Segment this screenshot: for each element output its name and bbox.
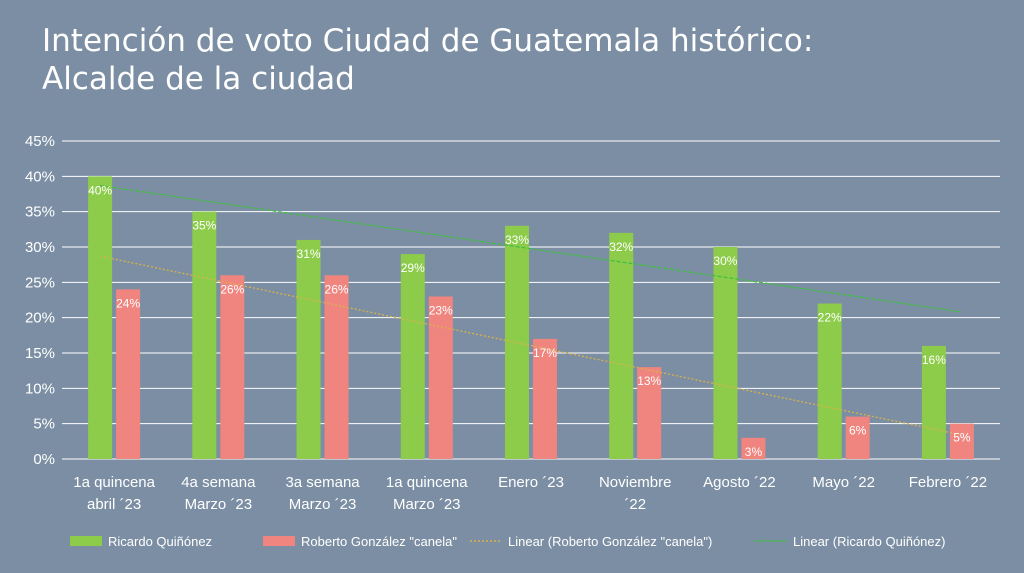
bar-quinonez [400, 254, 425, 459]
bar-quinonez [713, 247, 738, 459]
data-label-gonzalez: 24% [116, 296, 140, 310]
x-category-label: 4a semana [181, 474, 256, 491]
data-label-quinonez: 33% [505, 233, 529, 247]
data-label-quinonez: 32% [609, 240, 633, 254]
trendline-quinonez [100, 184, 962, 313]
y-tick-label: 20% [25, 310, 55, 327]
bar-gonzalez [116, 289, 141, 459]
chart-title: Intención de voto Ciudad de Guatemala hi… [42, 22, 813, 98]
x-category-label: 1a quincena [386, 474, 468, 491]
bar-gonzalez [324, 275, 349, 459]
x-category-label: 3a semana [285, 474, 360, 491]
y-tick-label: 5% [33, 416, 55, 433]
bar-gonzalez [428, 296, 453, 459]
x-category-label: Agosto ´22 [703, 474, 776, 491]
data-label-quinonez: 30% [713, 254, 737, 268]
bar-quinonez [609, 232, 634, 459]
legend-label: Linear (Roberto González "canela") [508, 534, 712, 549]
y-tick-label: 35% [25, 204, 55, 221]
data-label-quinonez: 22% [818, 311, 842, 325]
bar-gonzalez [533, 338, 557, 459]
bar-gonzalez [949, 423, 974, 459]
bar-quinonez [192, 211, 217, 459]
legend-swatch-quinonez [70, 536, 102, 546]
chart-title-line-1: Intención de voto Ciudad de Guatemala hi… [42, 23, 814, 59]
data-label-gonzalez: 13% [637, 374, 661, 388]
data-label-quinonez: 31% [297, 247, 321, 261]
bar-quinonez [817, 303, 842, 459]
data-label-gonzalez: 23% [429, 303, 453, 317]
legend-label: Linear (Ricardo Quiñónez) [793, 534, 945, 549]
bar-gonzalez [637, 367, 662, 459]
x-category-label: Marzo ´23 [393, 496, 461, 513]
data-label-gonzalez: 26% [325, 282, 349, 296]
x-category-label: Noviembre [599, 474, 672, 491]
x-category-label: Mayo ´22 [812, 474, 875, 491]
legend-label: Ricardo Quiñónez [108, 534, 212, 549]
x-category-label: Enero ´23 [498, 474, 564, 491]
y-tick-label: 15% [25, 345, 55, 362]
data-label-quinonez: 16% [922, 353, 946, 367]
legend-label: Roberto González "canela" [301, 534, 457, 549]
bar-gonzalez [741, 437, 766, 459]
data-label-quinonez: 35% [192, 219, 216, 233]
data-label-gonzalez: 3% [745, 445, 763, 459]
x-category-label: Marzo ´23 [185, 496, 253, 513]
y-tick-label: 40% [25, 168, 55, 185]
x-category-label: ´22 [624, 496, 646, 513]
legend-swatch-gonzalez [263, 536, 295, 546]
y-tick-label: 45% [25, 133, 55, 150]
x-category-label: Marzo ´23 [289, 496, 357, 513]
x-category-label: Febrero ´22 [909, 474, 987, 491]
y-tick-label: 25% [25, 274, 55, 291]
data-label-quinonez: 29% [401, 261, 425, 275]
bar-gonzalez [845, 416, 870, 459]
trendline-gonzalez [99, 255, 963, 436]
chart-title-line-2: Alcalde de la ciudad [42, 61, 355, 97]
data-label-gonzalez: 26% [220, 282, 244, 296]
data-label-gonzalez: 17% [533, 346, 557, 360]
bar-quinonez [88, 176, 113, 460]
x-category-label: 1a quincena [73, 474, 155, 491]
data-label-gonzalez: 5% [953, 431, 971, 445]
y-tick-label: 0% [33, 451, 55, 468]
y-tick-label: 10% [25, 380, 55, 397]
bar-gonzalez [220, 275, 245, 459]
data-label-gonzalez: 6% [849, 424, 867, 438]
bar-quinonez [296, 239, 321, 459]
y-tick-label: 30% [25, 239, 55, 256]
bar-quinonez [921, 345, 946, 459]
data-label-quinonez: 40% [88, 183, 112, 197]
x-category-label: abril ´23 [87, 496, 141, 513]
